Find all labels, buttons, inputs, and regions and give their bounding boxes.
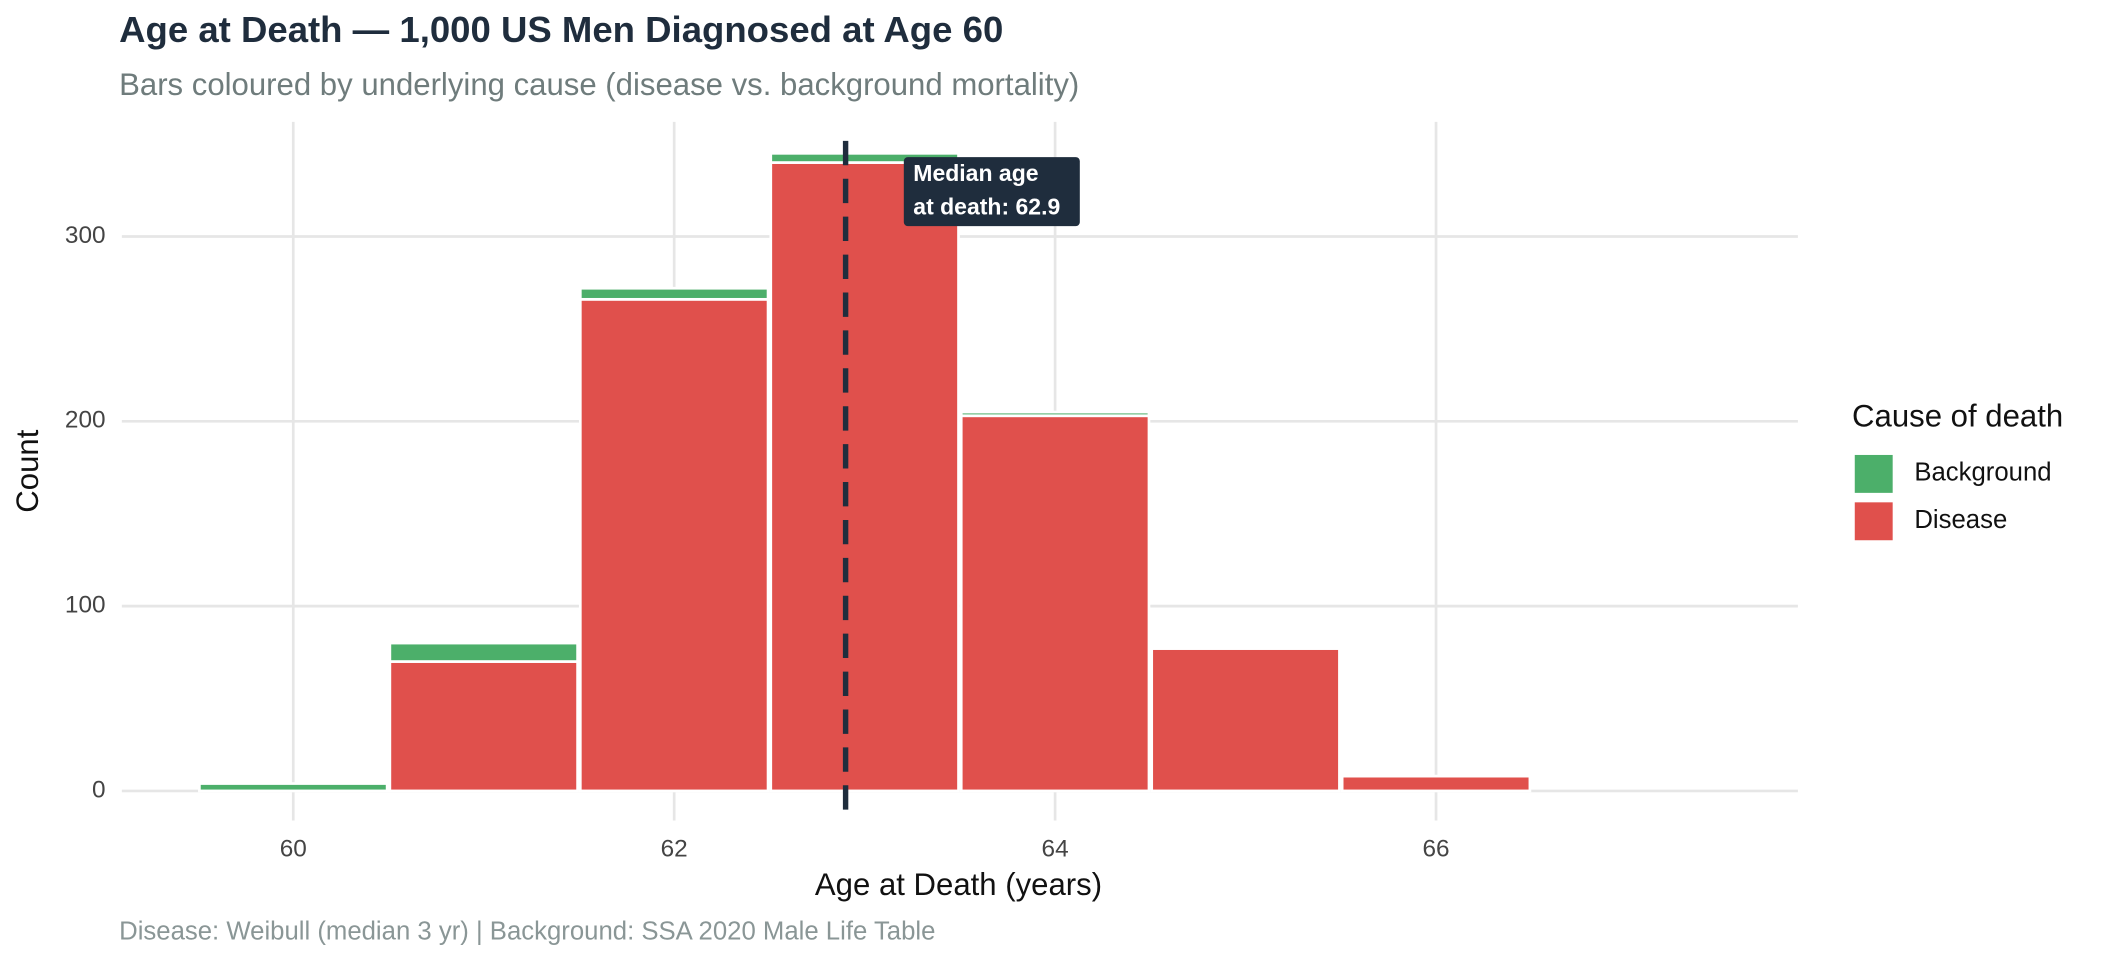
y-axis-label: Count — [10, 429, 45, 512]
bar — [769, 161, 960, 793]
bar — [1340, 774, 1532, 793]
legend-title: Cause of death — [1852, 399, 2063, 434]
bar — [578, 297, 770, 793]
caption: Disease: Weibull (median 3 yr) | Backgro… — [119, 918, 935, 946]
x-tick-label: 66 — [1422, 836, 1449, 863]
chart-title: Age at Death — 1,000 US Men Diagnosed at… — [119, 9, 1003, 50]
bar — [959, 414, 1151, 793]
y-tick-label: 200 — [65, 407, 106, 434]
bar — [388, 660, 579, 793]
annotation-box — [903, 157, 1080, 227]
y-tick-label: 100 — [65, 592, 106, 619]
annotation-text: Median age — [913, 160, 1038, 186]
x-tick-label: 62 — [661, 836, 688, 863]
x-axis-label: Age at Death (years) — [815, 867, 1102, 902]
legend-label: Disease — [1914, 506, 2007, 534]
legend-label: Background — [1914, 459, 2051, 487]
x-tick-label: 60 — [280, 836, 307, 863]
x-tick-label: 64 — [1042, 836, 1069, 863]
chart-subtitle: Bars coloured by underlying cause (disea… — [119, 67, 1079, 102]
y-tick-label: 0 — [92, 776, 106, 803]
legend-swatch — [1854, 454, 1893, 493]
bar — [578, 286, 770, 301]
bar — [959, 410, 1151, 418]
annotation-text: at death: 62.9 — [913, 194, 1060, 220]
bar — [388, 641, 579, 663]
y-tick-label: 300 — [65, 222, 106, 249]
bar — [198, 782, 389, 793]
legend-swatch — [1854, 502, 1893, 541]
bar — [1150, 647, 1341, 793]
